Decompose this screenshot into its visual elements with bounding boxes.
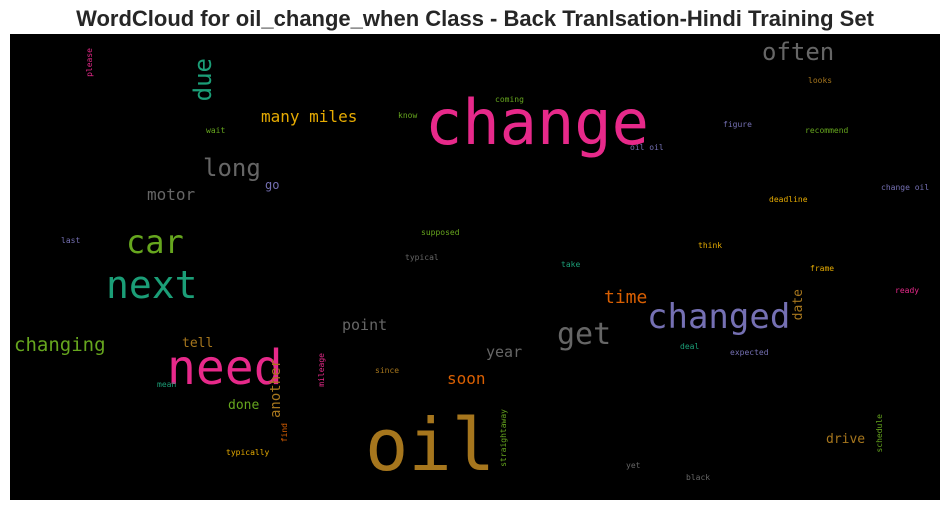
word-wait: wait <box>206 126 226 135</box>
chart-title: WordCloud for oil_change_when Class - Ba… <box>76 6 874 31</box>
word-many-miles: many miles <box>261 107 358 126</box>
word-mileage: mileage <box>317 353 326 387</box>
word-need: need <box>167 340 283 396</box>
word-tell: tell <box>182 336 214 351</box>
word-looks: looks <box>808 76 833 85</box>
word-mean: mean <box>157 380 177 389</box>
word-straightaway: straightaway <box>499 409 508 467</box>
word-last: last <box>61 236 81 245</box>
word-change: change <box>425 86 649 159</box>
wordcloud-canvas: change oil need next changed car get often long d… <box>10 34 940 500</box>
word-coming: coming <box>495 95 524 104</box>
word-another: another <box>268 359 284 419</box>
word-long: long <box>203 154 261 182</box>
word-think: think <box>698 241 723 250</box>
word-changing: changing <box>14 334 106 356</box>
word-find: find <box>280 423 289 443</box>
word-ready: ready <box>895 286 920 295</box>
word-car: car <box>126 223 184 261</box>
word-changed: changed <box>647 297 791 337</box>
word-deal: deal <box>680 342 700 351</box>
word-supposed: supposed <box>421 228 460 237</box>
word-date: date <box>791 289 806 321</box>
word-typically: typically <box>226 448 270 457</box>
word-drive: drive <box>826 432 866 447</box>
word-take: take <box>561 260 581 269</box>
word-due: due <box>189 58 217 102</box>
word-yet: yet <box>626 461 641 470</box>
word-know: know <box>398 111 418 120</box>
word-go: go <box>265 178 280 192</box>
word-deadline: deadline <box>769 195 808 204</box>
word-recommend: recommend <box>805 126 849 135</box>
word-figure: figure <box>723 120 752 129</box>
word-point: point <box>342 316 388 334</box>
word-done: done <box>228 398 260 413</box>
word-change-oil: change oil <box>881 183 930 192</box>
word-frame: frame <box>810 264 835 273</box>
word-often: often <box>762 38 835 66</box>
word-soon: soon <box>447 369 486 388</box>
word-next: next <box>106 263 198 307</box>
word-year: year <box>486 343 523 361</box>
word-black: black <box>686 473 711 482</box>
word-schedule: schedule <box>875 414 884 453</box>
word-motor: motor <box>147 185 196 204</box>
word-since: since <box>375 366 400 375</box>
word-get: get <box>557 317 612 352</box>
word-time: time <box>604 287 648 308</box>
word-oil-oil: oil oil <box>630 143 664 152</box>
word-expected: expected <box>730 348 769 357</box>
word-oil: oil <box>365 403 496 487</box>
word-typical: typical <box>405 253 439 262</box>
word-please: please <box>85 48 94 77</box>
